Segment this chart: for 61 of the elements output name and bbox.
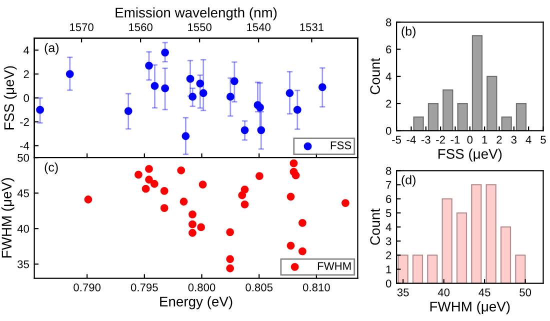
annotation: (a) [44,42,59,55]
x-tick-label: 0.805 [246,283,273,292]
y-tick-label: 35 [18,260,29,268]
x-axis-title: Energy (eV) [160,296,232,310]
y-axis-title: FWHM (μeV) [1,178,14,258]
y-tick-label: 45 [17,189,29,198]
x-tick-label: 45 [478,288,490,296]
y-tick-label: 3 [386,237,392,246]
y-tick-label: -4 [20,142,30,150]
x-axis-title: FSS (μeV) [438,148,502,162]
x-axis-title: FWHM (μeV) [430,301,510,314]
y-tick-label: 8 [386,18,392,26]
legend-label: FSS [330,141,352,150]
y-tick-label: 0 [386,126,392,135]
y-tick-label: 4 [386,72,392,80]
annotation: (b) [402,26,416,38]
y-axis-title: Count [370,208,380,245]
x-tick-label: -4 [406,136,416,144]
x-tick-label: 4 [526,136,532,144]
y-tick-label: 2 [386,251,392,260]
y-tick-label: 5 [386,209,392,218]
y-tick-label: 4 [386,223,392,232]
x2-axis-title: Emission wavelength (nm) [116,7,277,20]
x-tick-label: 40 [438,288,450,296]
x-tick-label: 0.800 [188,283,216,292]
x-tick-label: -3 [421,136,430,144]
y-tick-label: 0 [24,94,30,102]
x-tick-label: 0.810 [302,283,330,292]
y-tick-label: 6 [386,195,392,203]
x2-tick-label: 1570 [70,23,94,32]
x2-tick-label: 1550 [188,23,212,32]
annotation: (d) [402,175,416,187]
x-tick-label: -1 [450,136,460,144]
y-axis-title: Count [370,58,380,94]
y-tick-label: 1 [386,266,392,274]
x-tick-label: 0.790 [74,283,101,292]
x-tick-label: 35 [397,288,409,296]
x2-tick-label: 1560 [129,23,152,32]
y-tick-label: 2 [386,100,392,108]
x-tick-label: 0.795 [130,283,158,292]
x-tick-label: 1 [482,136,488,144]
x-tick-label: 3 [511,136,516,144]
x-tick-label: -5 [392,136,402,144]
y-tick-label: 2 [24,70,29,78]
x-tick-label: -2 [436,136,445,144]
y-axis-title: FSS (μeV) [4,66,17,130]
y-tick-label: 50 [18,154,30,162]
y-tick-label: -2 [20,118,29,126]
legend-label: FWHM [318,262,351,270]
y-tick-label: 7 [386,181,392,189]
y-tick-label: 40 [17,224,30,233]
x-tick-label: 0 [467,136,473,144]
y-tick-label: 8 [386,166,392,175]
x-tick-label: 50 [520,288,532,296]
y-tick-label: 4 [24,46,30,54]
x2-tick-label: 1540 [247,23,270,32]
annotation: (c) [44,162,58,174]
x-tick-label: 2 [496,136,502,144]
y-tick-label: 6 [386,46,392,54]
x-tick-label: 5 [540,136,546,144]
x2-tick-label: 1531 [300,23,324,32]
